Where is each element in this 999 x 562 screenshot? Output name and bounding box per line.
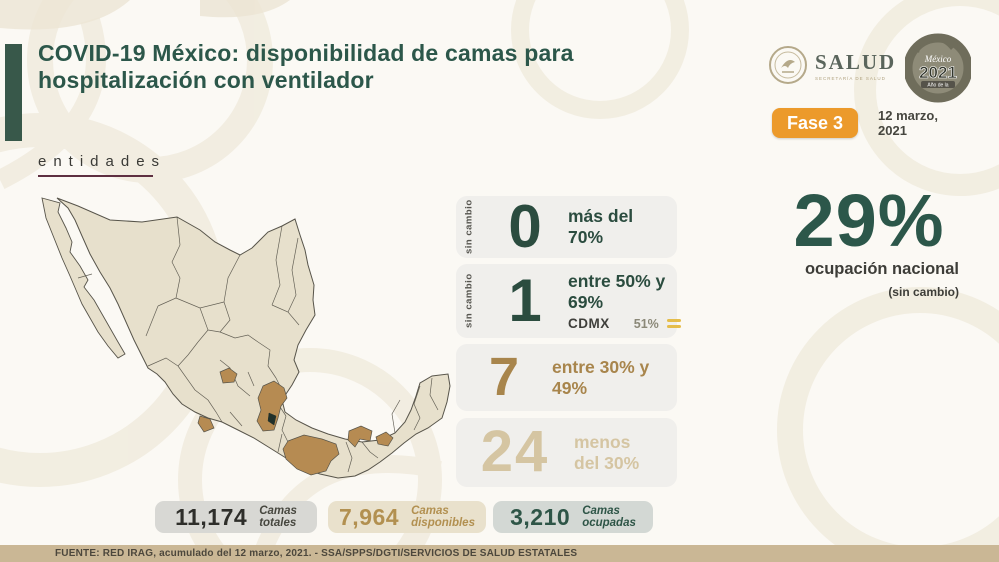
card1-count: 0 — [508, 193, 542, 260]
national-occupancy: 29% ocupación nacional (sin cambio) — [779, 179, 959, 300]
section-label-underline — [38, 175, 153, 177]
map-state-tabasco — [347, 425, 373, 448]
logo2021-year: 2021 — [919, 63, 957, 82]
card3-label: entre 30% y 49% — [552, 356, 650, 398]
logo2021-country: México — [924, 54, 952, 64]
camas-totales-value: 11,174 — [175, 503, 248, 530]
map-state-centro — [256, 380, 288, 432]
map-state-borders — [77, 216, 439, 473]
national-occupancy-label: ocupación nacional — [804, 260, 959, 278]
card2-detail-value: 51% — [633, 316, 659, 331]
national-occupancy-value: 29% — [793, 179, 945, 262]
map-state-oaxaca — [282, 434, 340, 476]
section-label-entidades: entidades — [38, 153, 166, 177]
camas-totales-label: Camas totales — [259, 505, 297, 530]
equals-icon — [666, 318, 681, 329]
salud-seal-icon — [769, 46, 807, 84]
card1-status: sin cambio — [463, 199, 475, 255]
camas-disponibles-value: 7,964 — [339, 503, 400, 530]
card2-detail-state: CDMX — [568, 316, 610, 331]
camas-disponibles-label-line2: disponibles — [411, 517, 475, 529]
card2-count: 1 — [508, 267, 542, 334]
card3-count: 7 — [488, 347, 520, 408]
salud-subtitle: SECRETARÍA DE SALUD — [815, 75, 886, 81]
camas-disponibles-label-line1: Camas — [411, 504, 449, 517]
camas-ocupadas-value: 3,210 — [510, 503, 571, 530]
map-mainland — [56, 197, 451, 479]
chip-camas-ocupadas: 3,210 Camas ocupadas — [493, 501, 653, 533]
chip-camas-totales: 11,174 Camas totales — [155, 501, 317, 533]
map-state-sureste — [375, 431, 394, 447]
report-date-line1: 12 marzo, — [878, 108, 938, 123]
report-date: 12 marzo, 2021 — [878, 108, 938, 138]
camas-totales-label-line1: Camas — [259, 504, 297, 517]
salud-wordmark: SALUD — [815, 49, 897, 74]
chip-camas-disponibles: 7,964 Camas disponibles — [328, 501, 486, 533]
card-menos-del-30: 24 menos del 30% — [456, 418, 677, 487]
map-baja-peninsula — [41, 197, 126, 359]
title-accent-bar — [5, 44, 22, 141]
camas-ocupadas-label-line1: Camas — [582, 504, 620, 517]
card2-status: sin cambio — [463, 273, 475, 329]
logo2021-banner: Año de la — [927, 83, 948, 89]
phase-badge: Fase 3 — [772, 108, 858, 138]
salud-logo: SALUD SECRETARÍA DE SALUD — [768, 45, 896, 85]
map-state-colima — [197, 415, 215, 433]
page-title: COVID-19 México: disponibilidad de camas… — [38, 40, 574, 93]
card-entre-30-49: 7 entre 30% y 49% — [456, 344, 677, 411]
card4-count: 24 — [480, 419, 550, 485]
card-mas-del-70: sin cambio 0 más del 70% — [456, 196, 677, 258]
camas-ocupadas-label: Camas ocupadas — [582, 505, 636, 530]
national-occupancy-note: (sin cambio) — [888, 285, 959, 299]
card-entre-50-69: sin cambio 1 entre 50% y 69% CDMX 51% — [456, 264, 681, 338]
map-state-cdmx-50-69 — [267, 412, 277, 426]
map-state-aguascalientes — [219, 367, 238, 384]
camas-totales-label-line2: totales — [259, 517, 297, 529]
card2-detail-row: CDMX 51% — [568, 316, 681, 331]
card2-label: entre 50% y 69% — [568, 271, 666, 312]
section-label-text: entidades — [38, 153, 167, 170]
map-highlight-states-30-49 — [197, 367, 394, 476]
camas-disponibles-label: Camas disponibles — [411, 505, 475, 530]
camas-ocupadas-label-line2: ocupadas — [582, 517, 636, 529]
footer-source-bar: FUENTE: RED IRAG, acumulado del 12 marzo… — [0, 545, 999, 562]
mexico-2021-logo: México 2021 Año de la — [905, 33, 971, 103]
card4-label: menos del 30% — [574, 431, 640, 473]
card1-label: más del 70% — [568, 206, 634, 247]
mexico-choropleth-map — [30, 190, 452, 492]
report-date-line2: 2021 — [878, 123, 907, 138]
footer-source-text: FUENTE: RED IRAG, acumulado del 12 marzo… — [55, 548, 578, 559]
